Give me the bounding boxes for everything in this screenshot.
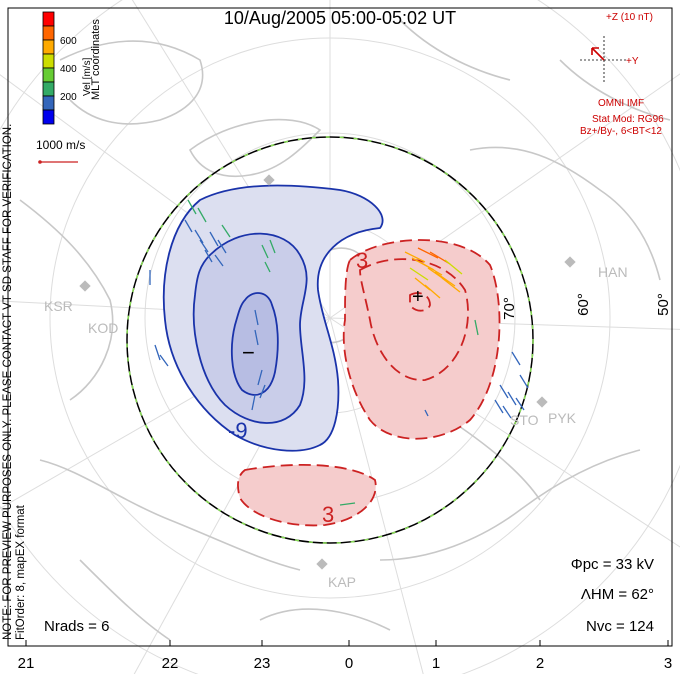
fit-order-line: FitOrder: 8, mapEX format — [15, 505, 27, 640]
stat-model: Stat Mod: RG96 — [592, 114, 664, 125]
mlt-tick-2: 2 — [535, 655, 545, 672]
potential-minimum-marker: − — [242, 340, 255, 365]
heppner-maynard-latitude: ΛHM = 62° — [580, 586, 654, 603]
radar-site-markers — [79, 174, 576, 570]
cross-polar-potential: Φpc = 33 kV — [570, 556, 654, 573]
colorbar-swatch — [42, 39, 55, 55]
latitude-label-70: 70° — [500, 297, 518, 320]
mlt-tick-21: 21 — [17, 655, 35, 672]
latitude-label-50: 50° — [654, 293, 672, 316]
mlt-tick-0: 0 — [344, 655, 354, 672]
colorbar-swatch — [42, 53, 55, 69]
coastlines — [19, 19, 671, 641]
radar-count: Nrads = 6 — [44, 618, 110, 635]
site-label-han: HAN — [598, 264, 628, 280]
preview-note: NOTE: FOR PREVIEW PURPOSES ONLY. PLEASE … — [2, 124, 28, 640]
imf-z-label: +Z (10 nT) — [606, 12, 653, 23]
colorbar-swatch — [42, 109, 55, 125]
site-label-kod: KOD — [88, 320, 119, 336]
site-label-sto: STO — [510, 412, 539, 428]
contour-label-negative: -9 — [228, 418, 248, 443]
colorbar-tick-400: 400 — [60, 64, 77, 75]
plot-frame — [7, 7, 673, 647]
mlt-axis-ticks — [25, 640, 669, 646]
colorbar-swatch — [42, 95, 55, 111]
mlt-tick-22: 22 — [161, 655, 179, 672]
mlt-tick-3: 3 — [663, 655, 673, 672]
velocity-vectors — [149, 199, 529, 506]
imf-clock-dial — [580, 36, 628, 84]
vector-scale-label: 1000 m/s — [36, 138, 86, 152]
vector-count: Nvc = 124 — [586, 618, 654, 635]
preview-note-line: NOTE: FOR PREVIEW PURPOSES ONLY. PLEASE … — [2, 123, 14, 640]
mlt-tick-1: 1 — [431, 655, 441, 672]
imf-vector — [591, 47, 605, 61]
colorbar-tick-600: 600 — [60, 36, 77, 47]
colorbar-tick-200: 200 — [60, 92, 77, 103]
contour-label-positive-upper: 3 — [356, 248, 369, 273]
mlt-coordinates-label: MLT coordinates — [90, 19, 102, 100]
site-label-kap: KAP — [328, 574, 357, 590]
dawn-convection-cell — [237, 239, 501, 527]
vector-scale-bar — [38, 160, 78, 164]
colorbar-swatch — [42, 81, 55, 97]
latitude-label-60: 60° — [574, 293, 592, 316]
site-label-pyk: PYK — [548, 410, 577, 426]
imf-y-label: +Y — [626, 56, 639, 67]
heppner-maynard-boundary-dash — [126, 136, 534, 544]
potential-maximum-marker: + — [412, 286, 424, 308]
contour-label-positive-lower: 3 — [322, 502, 335, 527]
map-title: 10/Aug/2005 05:00-05:02 UT — [223, 8, 457, 28]
velocity-colorbar — [42, 11, 55, 125]
colorbar-swatch — [42, 67, 55, 83]
site-label-ksr: KSR — [44, 298, 73, 314]
imf-condition: Bz+/By-, 6<BT<12 — [580, 126, 662, 137]
mlt-tick-23: 23 — [253, 655, 271, 672]
imf-source: OMNI IMF — [598, 98, 645, 109]
